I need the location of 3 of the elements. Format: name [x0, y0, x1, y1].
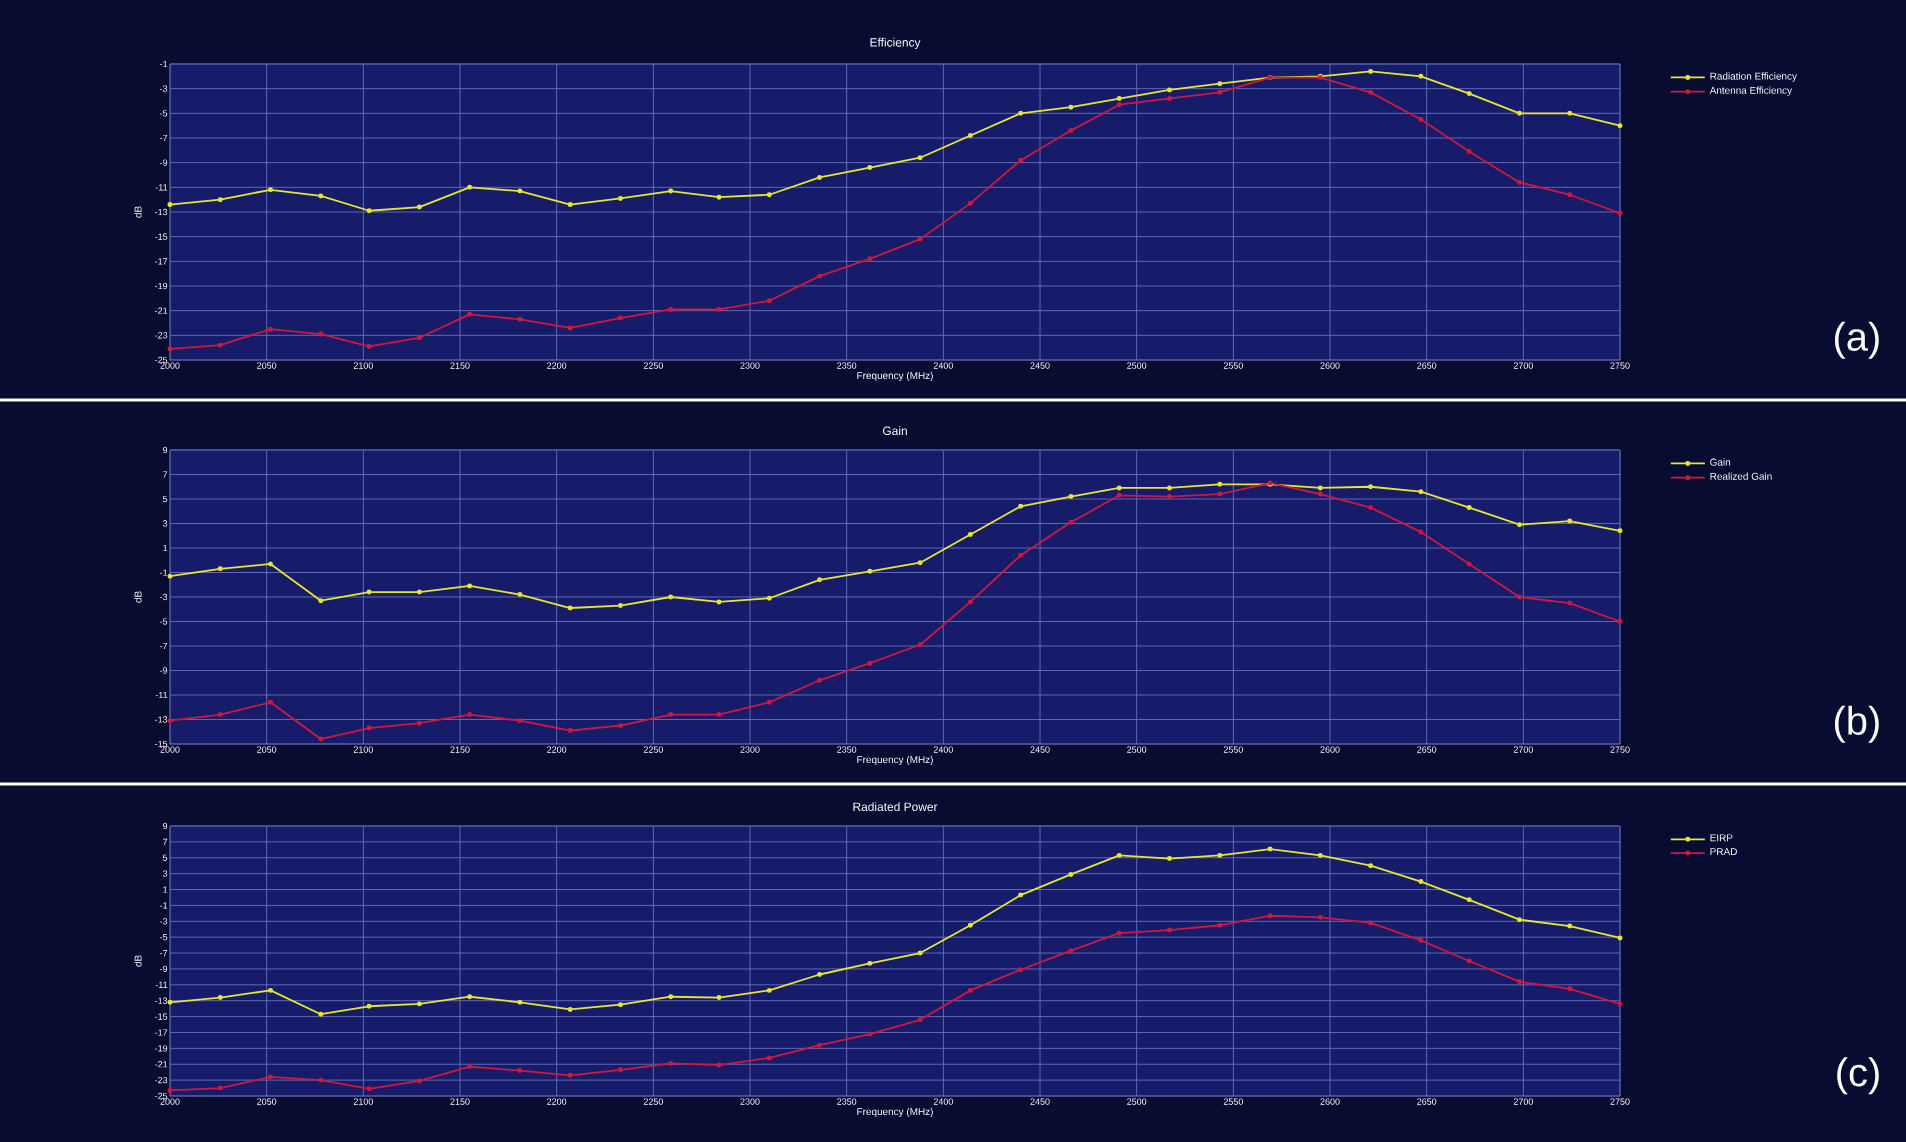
text: (b): [1834, 705, 1879, 743]
text: (a): [1834, 321, 1879, 359]
text: (c): [1837, 1057, 1879, 1095]
